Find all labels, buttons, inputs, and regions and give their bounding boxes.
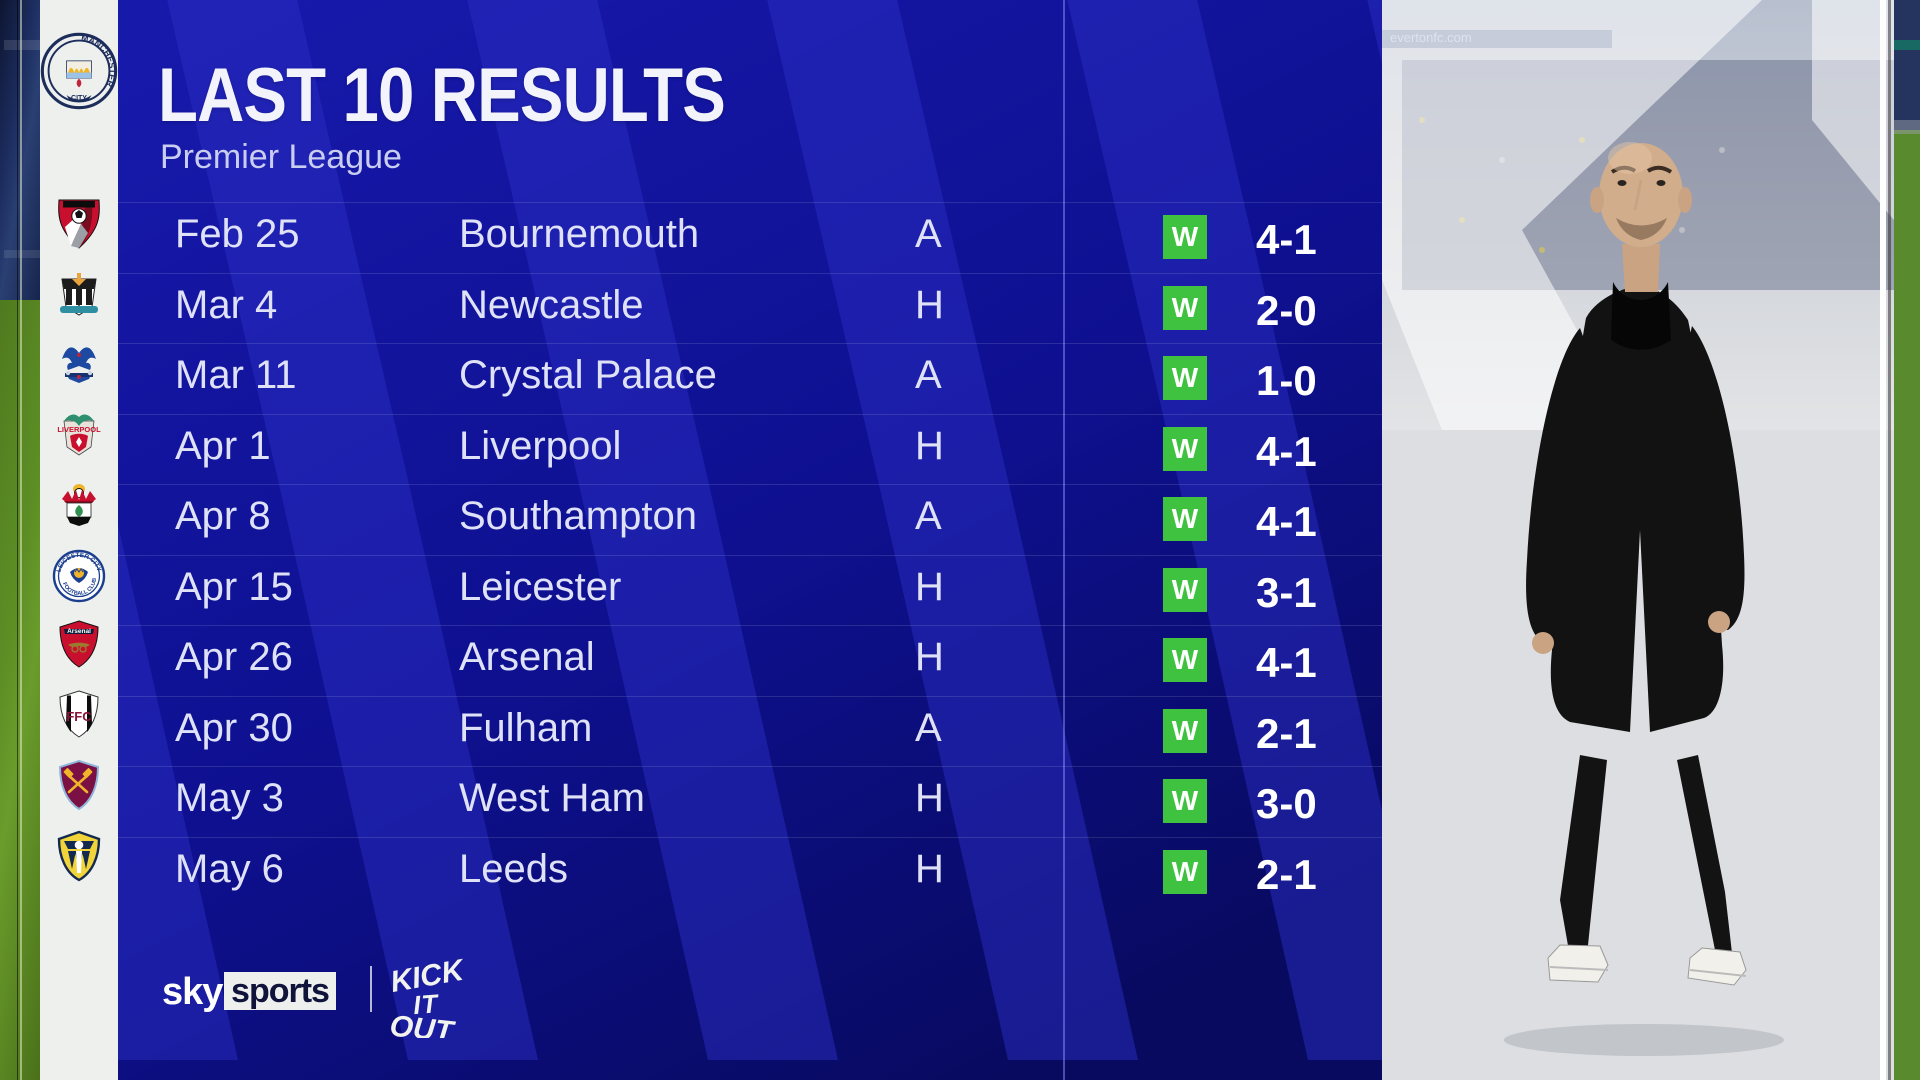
- svg-text:FFC: FFC: [66, 709, 92, 724]
- svg-text:LIVERPOOL: LIVERPOOL: [57, 425, 101, 434]
- svg-text:Arsenal: Arsenal: [67, 628, 91, 635]
- svg-text:OUT: OUT: [388, 1009, 457, 1038]
